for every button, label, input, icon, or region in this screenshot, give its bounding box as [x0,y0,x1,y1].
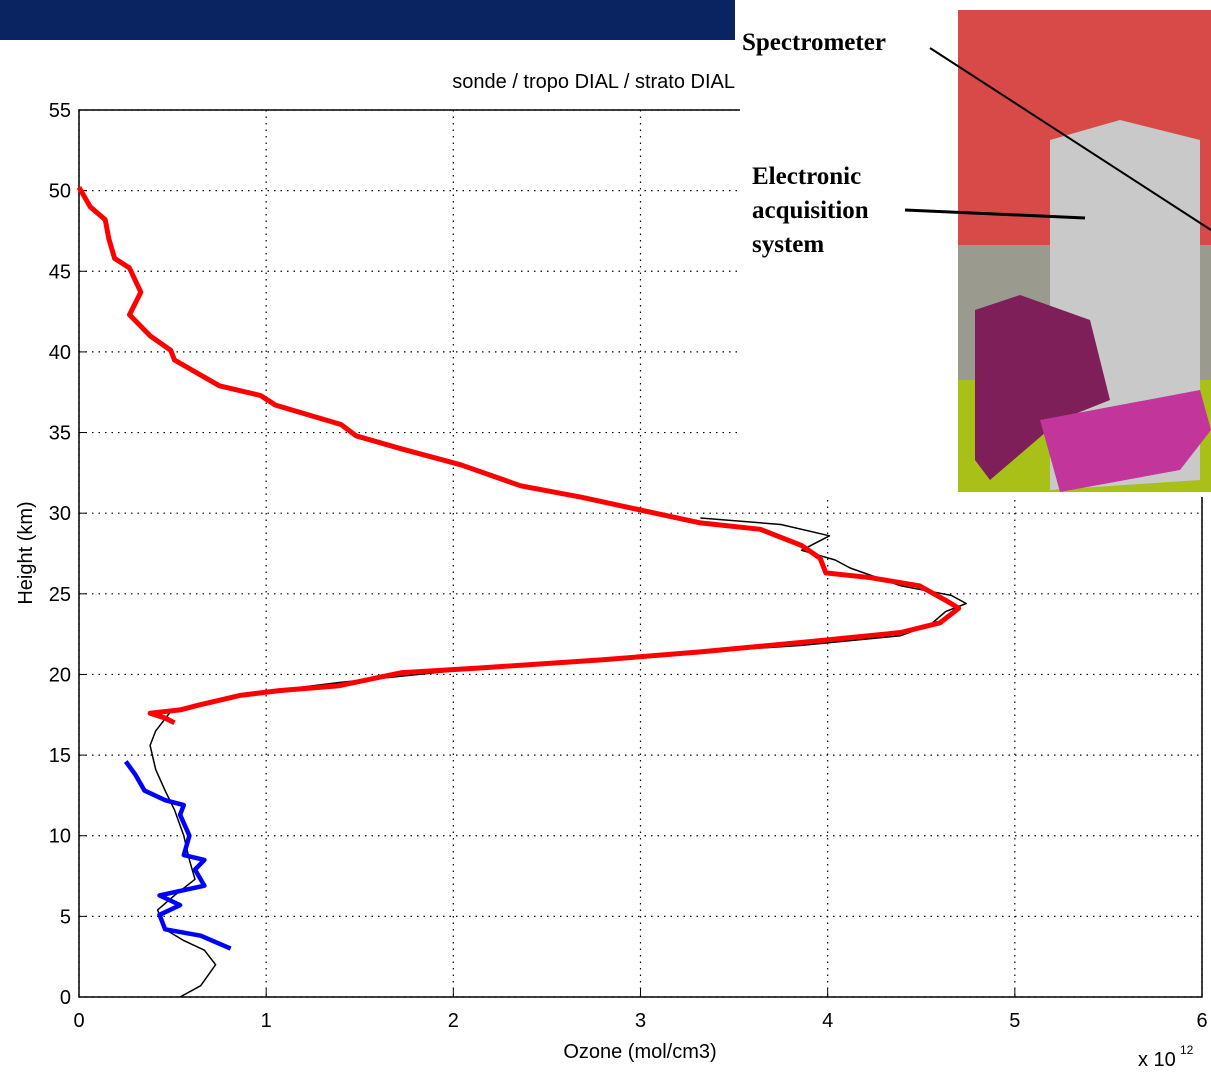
inset-image: Spectrometer Electronic acquisition syst… [740,0,1211,497]
y-tick-label: 30 [49,503,71,525]
x-scale-label: x 10 [1138,1049,1176,1071]
x-tick-label: 1 [261,1010,272,1032]
x-tick-label: 3 [635,1010,646,1032]
y-tick-label: 0 [60,987,71,1009]
x-axis-label: Ozone (mol/cm3) [563,1041,716,1063]
x-tick-label: 4 [822,1010,833,1032]
y-tick-label: 35 [49,423,71,445]
x-tick-label: 0 [73,1010,84,1032]
inset-pointer [929,47,1211,231]
x-scale-exponent: 12 [1180,1043,1194,1057]
inset-label: Spectrometer [742,29,886,56]
x-tick-label: 2 [448,1010,459,1032]
inset-chair-back [975,295,1110,480]
y-tick-label: 10 [49,826,71,848]
y-axis-label: Height (km) [15,501,37,604]
y-tick-label: 20 [49,664,71,686]
y-tick-label: 40 [49,342,71,364]
y-tick-label: 25 [49,584,71,606]
chart-title: sonde / tropo DIAL / strato DIAL [452,71,735,93]
inset-chair-seat [1040,390,1211,492]
series-line [123,760,232,951]
inset-label: system [752,231,824,258]
x-tick-label: 6 [1196,1010,1207,1032]
y-tick-label: 45 [49,261,71,283]
header-bar [0,0,735,40]
y-tick-label: 55 [49,100,71,122]
series-line [76,186,962,726]
inset-pointer [904,208,1086,220]
y-tick-label: 5 [60,906,71,928]
y-tick-label: 15 [49,745,71,767]
y-tick-label: 50 [49,181,71,203]
x-tick-label: 5 [1009,1010,1020,1032]
plot-frame [78,109,1203,998]
inset-label: Electronic [752,163,861,190]
inset-label: acquisition [752,197,869,224]
